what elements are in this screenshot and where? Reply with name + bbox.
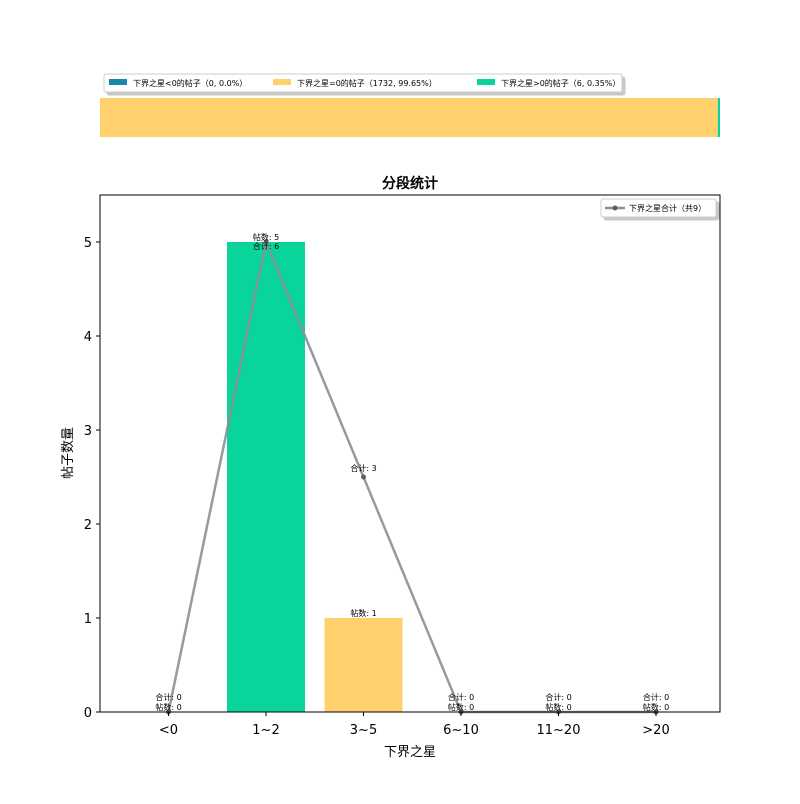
top-legend-label: 下界之星>0的帖子（6, 0.35%） (501, 78, 620, 88)
plot-frame (99, 194, 721, 713)
bar-value-label: 帖数: 0 (448, 702, 474, 712)
plot-area: 合计: 0帖数: 0帖数: 5合计: 6帖数: 1合计: 3合计: 0帖数: 0… (155, 232, 669, 715)
line-value-label: 合计: 0 (155, 692, 181, 702)
line-point (263, 239, 269, 245)
line-value-label: 合计: 0 (545, 692, 571, 702)
x-tick-label: 1~2 (252, 723, 279, 738)
x-axis-label: 下界之星 (384, 745, 436, 760)
bar-value-label: 帖数: 0 (545, 702, 571, 712)
top-legend-label: 下界之星=0的帖子（1732, 99.65%） (297, 78, 437, 88)
y-tick-label: 2 (84, 518, 92, 533)
x-tick-label: <0 (159, 723, 178, 738)
x-tick-label: 3~5 (350, 723, 377, 738)
top-legend-label: 下界之星<0的帖子（0, 0.0%） (133, 78, 247, 88)
y-axis: 0 1 2 3 4 5 (84, 236, 100, 721)
bar-value-label: 帖数: 1 (350, 608, 376, 618)
line-value-label: 合计: 0 (448, 692, 474, 702)
series-legend-label: 下界之星合计（共9） (629, 203, 706, 213)
top-bar-segment (100, 98, 718, 137)
y-axis-label: 帖子数量 (61, 427, 76, 479)
top-legend-swatch (273, 79, 291, 85)
y-tick-label: 0 (84, 706, 92, 721)
y-tick-label: 5 (84, 236, 92, 251)
bar (227, 242, 305, 712)
top-legend-swatch (109, 79, 127, 85)
bar (324, 618, 403, 712)
bar-value-label: 帖数: 5 (253, 232, 279, 242)
y-tick-label: 4 (84, 330, 92, 345)
line-value-label: 合计: 6 (253, 241, 279, 251)
line-value-label: 合计: 3 (350, 463, 376, 473)
x-tick-label: 6~10 (443, 723, 479, 738)
top-legend-items: 下界之星<0的帖子（0, 0.0%） 下界之星=0的帖子（1732, 99.65%… (109, 78, 620, 88)
y-tick-label: 1 (84, 612, 92, 627)
bar-value-label: 帖数: 0 (643, 702, 669, 712)
bar-value-label: 帖数: 0 (155, 702, 181, 712)
line-value-label: 合计: 0 (643, 692, 669, 702)
x-tick-label: >20 (642, 723, 669, 738)
series-legend-frame (600, 198, 717, 218)
top-legend-swatch (477, 79, 495, 85)
chart-title: 分段统计 (382, 175, 438, 192)
top-legend-frame (103, 73, 623, 93)
line-point (361, 474, 366, 480)
series-legend (600, 198, 717, 218)
top-bar-segment (717, 98, 720, 137)
y-tick-label: 3 (84, 424, 92, 439)
x-axis: <0 1~2 3~5 6~10 11~20 >20 (159, 712, 670, 738)
series-legend-marker-swatch (612, 205, 618, 211)
x-tick-label: 11~20 (537, 723, 581, 738)
top-stacked-bar (100, 98, 720, 137)
top-legend (103, 73, 623, 93)
